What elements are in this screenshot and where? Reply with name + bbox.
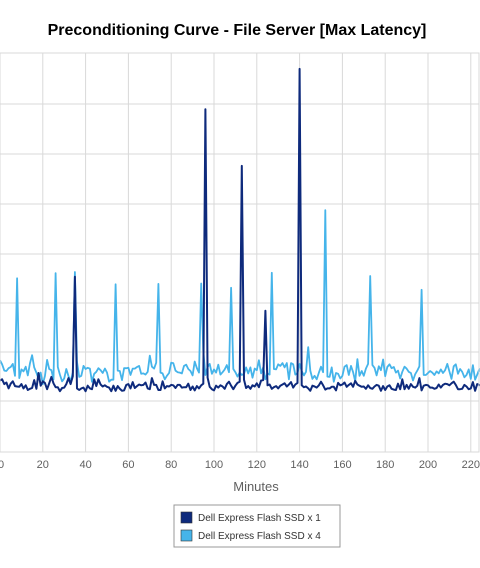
x-tick-label: 100 <box>205 459 223 471</box>
legend-swatch-ssd-x4 <box>180 529 193 542</box>
chart-title: Preconditioning Curve - File Server [Max… <box>48 22 427 39</box>
x-tick-label: 0 <box>0 459 4 471</box>
legend-box <box>173 504 341 548</box>
x-tick-label: 40 <box>79 459 91 471</box>
x-axis-ticks: 020406080100120140160180200220240260280 <box>0 459 480 471</box>
x-tick-label: 220 <box>462 459 480 471</box>
series-line-ssd-x4 <box>0 209 480 385</box>
x-tick-label: 160 <box>333 459 351 471</box>
legend: Dell Express Flash SSD x 1 Dell Express … <box>173 504 341 548</box>
legend-swatch-ssd-x1 <box>180 511 193 524</box>
x-tick-label: 60 <box>122 459 134 471</box>
x-axis-label: Minutes <box>233 479 279 494</box>
x-tick-label: 120 <box>248 459 266 471</box>
x-tick-label: 80 <box>165 459 177 471</box>
x-tick-label: 200 <box>419 459 437 471</box>
legend-label-ssd-x4: Dell Express Flash SSD x 4 <box>198 531 321 542</box>
x-tick-label: 140 <box>290 459 308 471</box>
legend-label-ssd-x1: Dell Express Flash SSD x 1 <box>198 513 321 524</box>
series-line-ssd-x1 <box>0 67 480 393</box>
x-tick-label: 20 <box>37 459 49 471</box>
series-lines <box>0 67 480 393</box>
plot-border <box>0 52 480 453</box>
x-tick-label: 180 <box>376 459 394 471</box>
